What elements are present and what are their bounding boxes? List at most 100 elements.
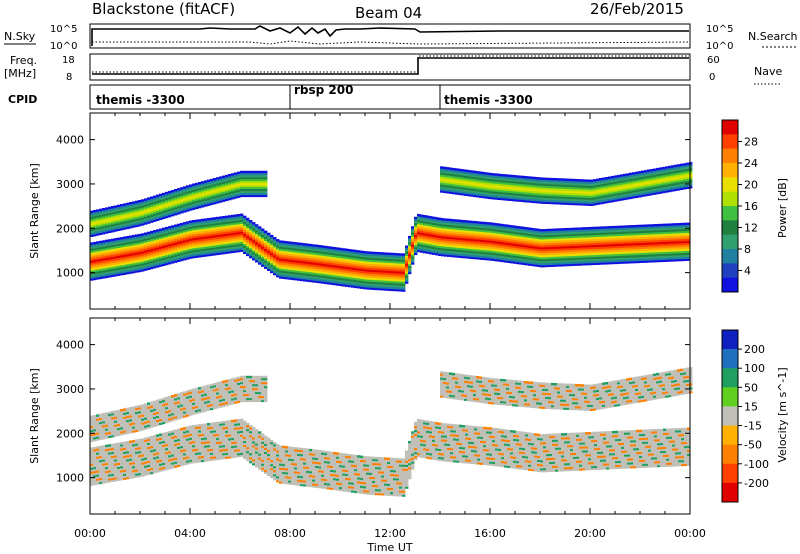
echo-cell [270,268,274,272]
echo-cell [93,228,97,231]
echo-cell [375,285,379,289]
echo-cell [639,228,643,232]
echo-cell [354,253,358,257]
echo-cell [120,210,124,213]
echo-cell [282,244,286,248]
echo-cell [141,221,145,224]
echo-cell [411,238,415,241]
echo-cell [447,230,451,233]
echo-cell [204,202,208,205]
echo-cell [606,262,610,265]
echo-cell [537,256,541,259]
echo-cell [447,252,451,255]
echo-cell [561,250,565,253]
echo-cell [540,229,544,232]
echo-cell [231,191,235,194]
echo-cell [204,192,208,195]
echo-cell [219,216,223,219]
echo-cell [525,243,529,246]
echo-cell [570,245,574,249]
echo-cell [144,238,148,241]
echo-cell [354,259,358,263]
echo-cell [264,180,268,184]
echo-cell [117,214,121,218]
echo-cell [216,199,220,202]
echo-cell [258,182,262,186]
echo-cell [540,245,544,248]
echo-cell [168,212,172,216]
echo-cell [156,206,160,209]
echo-cell [132,201,136,204]
echo-cell [513,235,517,238]
echo-cell [471,254,475,258]
echo-cell [261,194,265,198]
echo-cell [681,226,685,230]
echo-cell [618,227,622,230]
echo-cell [288,271,292,274]
echo-cell [291,263,295,267]
echo-cell [165,197,169,201]
echo-cell [336,269,340,272]
echo-cell [114,266,118,269]
echo-cell [240,176,244,180]
echo-cell [339,257,343,261]
echo-cell [240,245,244,248]
echo-cell [477,249,481,252]
echo-cell [405,269,409,272]
echo-cell [390,282,394,286]
echo-cell [600,236,604,239]
echo-cell [276,265,280,268]
echo-cell [141,253,145,256]
echo-cell [399,271,403,274]
echo-cell [195,192,199,196]
echo-cell [222,175,226,178]
echo-cell [453,235,457,238]
echo-cell [675,227,679,230]
echo-cell [564,238,568,241]
echo-cell [453,253,457,256]
echo-cell [633,258,637,262]
echo-cell [498,249,502,252]
echo-cell [231,181,235,184]
echo-cell [300,254,304,258]
echo-cell [654,238,658,241]
echo-cell [657,227,661,231]
echo-cell [567,233,571,237]
echo-cell [549,242,553,246]
echo-cell [324,257,328,261]
echo-cell [168,250,172,253]
echo-cell [336,267,340,270]
echo-cell [573,229,577,232]
echo-cell [336,281,340,284]
echo-cell [516,245,520,249]
echo-cell [102,210,106,213]
freq-tick-top: 18 [62,55,75,66]
echo-cell [456,235,460,238]
echo-cell [606,240,610,243]
echo-cell [129,265,133,268]
echo-cell [243,231,247,235]
echo-cell [264,266,268,269]
echo-cell [663,233,667,236]
echo-cell [594,256,598,259]
echo-cell [306,263,310,266]
echo-cell [312,248,316,251]
echo-cell [387,276,391,279]
echo-cell [156,251,160,254]
echo-cell [240,186,244,190]
echo-cell [369,265,373,268]
echo-cell [504,260,508,263]
echo-cell [210,196,214,200]
echo-cell [429,224,433,227]
echo-cell [171,247,175,250]
echo-cell [168,242,172,245]
echo-cell [258,194,262,198]
echo-cell [447,238,451,241]
echo-cell [222,237,226,241]
echo-cell [297,260,301,263]
echo-cell [333,271,337,274]
echo-cell [165,234,169,238]
echo-cell [507,224,511,228]
echo-cell [168,246,172,249]
